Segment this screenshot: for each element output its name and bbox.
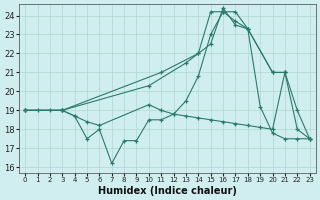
- X-axis label: Humidex (Indice chaleur): Humidex (Indice chaleur): [98, 186, 237, 196]
